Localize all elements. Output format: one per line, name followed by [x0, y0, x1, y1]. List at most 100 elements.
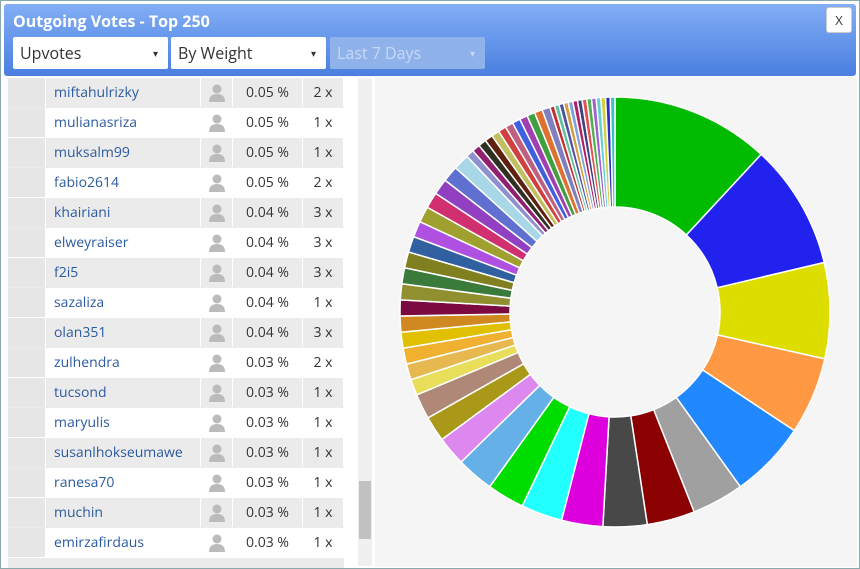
- icon: [209, 504, 225, 522]
- rank-cell: [8, 168, 46, 197]
- scrollbar[interactable]: [358, 78, 372, 566]
- user-icon: [201, 258, 233, 287]
- rank-cell: [8, 528, 46, 557]
- rank-cell: [8, 408, 46, 437]
- user-icon: [201, 168, 233, 197]
- vote-count: 3 x: [303, 198, 344, 227]
- rank-cell: [8, 348, 46, 377]
- username[interactable]: f2i5: [46, 258, 201, 287]
- header: Outgoing Votes - Top 250 X Upvotes By We…: [4, 4, 856, 76]
- table-row: f2i5 0.04 % 3 x: [8, 258, 344, 288]
- icon: [209, 174, 225, 192]
- title: Outgoing Votes - Top 250: [13, 10, 210, 32]
- user-icon: [201, 498, 233, 527]
- vote-type-select[interactable]: Upvotes: [13, 37, 168, 69]
- vote-count: 1 x: [303, 528, 344, 557]
- vote-percent: 0.05 %: [233, 168, 303, 197]
- username[interactable]: muksalm99: [46, 138, 201, 167]
- scroll-thumb[interactable]: [359, 481, 371, 539]
- table-row: ranesa70 0.03 % 1 x: [8, 468, 344, 498]
- vote-percent: 0.04 %: [233, 258, 303, 287]
- vote-count: 1 x: [303, 378, 344, 407]
- icon: [209, 324, 225, 342]
- username[interactable]: ranesa70: [46, 468, 201, 497]
- table-row: fabio2614 0.05 % 2 x: [8, 168, 344, 198]
- vote-count: 1 x: [303, 138, 344, 167]
- username[interactable]: emirzafirdaus: [46, 528, 201, 557]
- vote-percent: 0.05 %: [233, 78, 303, 107]
- table-row: susanlhokseumawe 0.03 % 1 x: [8, 438, 344, 468]
- donut-slice: [609, 96, 616, 208]
- period-select: Last 7 Days: [330, 37, 485, 69]
- table-row: sazaliza 0.04 % 1 x: [8, 288, 344, 318]
- icon: [209, 384, 225, 402]
- rank-cell: [8, 228, 46, 257]
- user-icon: [201, 228, 233, 257]
- rank-cell: [8, 108, 46, 137]
- icon: [209, 354, 225, 372]
- vote-count: 2 x: [303, 168, 344, 197]
- rank-cell: [8, 378, 46, 407]
- table: miftahulrizky 0.05 % 2 x mulianasriza 0.05 %…: [8, 78, 344, 568]
- username[interactable]: miftahulrizky: [46, 78, 201, 107]
- vote-count: 1 x: [303, 498, 344, 527]
- rank-cell: [8, 468, 46, 497]
- icon: [209, 204, 225, 222]
- table-row: miftahulrizky 0.05 % 2 x: [8, 78, 344, 108]
- username[interactable]: khairiani: [46, 198, 201, 227]
- sort-select[interactable]: By Weight: [171, 37, 326, 69]
- rank-cell: [8, 138, 46, 167]
- username[interactable]: mulianasriza: [46, 108, 201, 137]
- vote-count: 3 x: [303, 228, 344, 257]
- vote-percent: 0.03 %: [233, 408, 303, 437]
- icon: [209, 534, 225, 552]
- vote-percent: 0.03 %: [233, 348, 303, 377]
- vote-count: 1 x: [303, 108, 344, 137]
- user-icon: [201, 138, 233, 167]
- table-row: elweyraiser 0.04 % 3 x: [8, 228, 344, 258]
- icon: [209, 234, 225, 252]
- user-icon: [201, 468, 233, 497]
- user-icon: [201, 378, 233, 407]
- username[interactable]: muchin: [46, 498, 201, 527]
- icon: [209, 414, 225, 432]
- vote-percent: 0.04 %: [233, 228, 303, 257]
- icon: [209, 144, 225, 162]
- vote-percent: 0.03 %: [233, 468, 303, 497]
- table-row: emirzafirdaus 0.03 % 1 x: [8, 528, 344, 558]
- rank-cell: [8, 438, 46, 467]
- chart: [399, 96, 831, 528]
- user-icon: [201, 408, 233, 437]
- username[interactable]: sazaliza: [46, 288, 201, 317]
- table-row: zulhendra 0.03 % 2 x: [8, 348, 344, 378]
- username[interactable]: maryulis: [46, 408, 201, 437]
- table-row: mulianasriza 0.05 % 1 x: [8, 108, 344, 138]
- table-row: maryulis 0.03 % 1 x: [8, 408, 344, 438]
- username[interactable]: tucsond: [46, 378, 201, 407]
- username[interactable]: olan351: [46, 318, 201, 347]
- vote-count: 1 x: [303, 438, 344, 467]
- rank-cell: [8, 258, 46, 287]
- user-icon: [201, 78, 233, 107]
- table-row: muchin 0.03 % 1 x: [8, 498, 344, 528]
- user-icon: [201, 348, 233, 377]
- rank-cell: [8, 498, 46, 527]
- chart-panel: [375, 77, 857, 567]
- vote-percent: 0.03 %: [233, 378, 303, 407]
- table-row: [8, 558, 344, 568]
- vote-percent: 0.04 %: [233, 288, 303, 317]
- rank-cell: [8, 288, 46, 317]
- vote-percent: 0.05 %: [233, 108, 303, 137]
- icon: [209, 474, 225, 492]
- icon: [209, 84, 225, 102]
- close-button[interactable]: X: [826, 7, 852, 33]
- rank-cell: [8, 78, 46, 107]
- username[interactable]: fabio2614: [46, 168, 201, 197]
- username[interactable]: susanlhokseumawe: [46, 438, 201, 467]
- table-row: muksalm99 0.05 % 1 x: [8, 138, 344, 168]
- user-icon: [201, 438, 233, 467]
- username[interactable]: zulhendra: [46, 348, 201, 377]
- username[interactable]: elweyraiser: [46, 228, 201, 257]
- user-icon: [201, 288, 233, 317]
